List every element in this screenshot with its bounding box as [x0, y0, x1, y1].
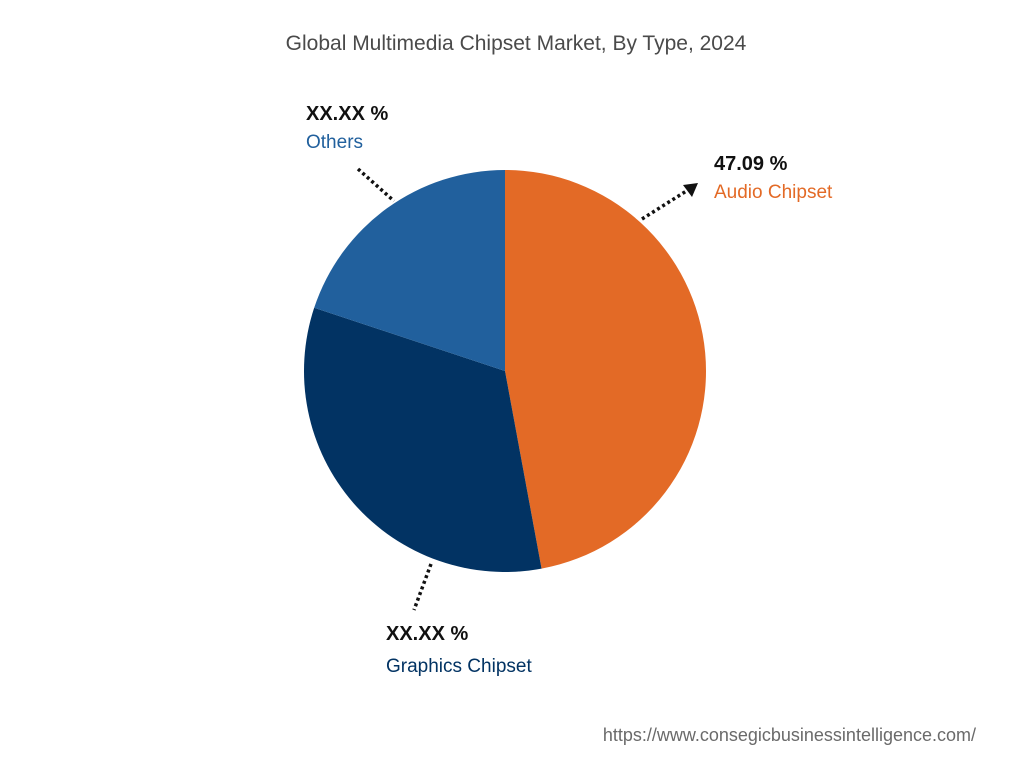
source-url: https://www.consegicbusinessintelligence… [602, 725, 976, 745]
label-audio-chipset: 47.09 % Audio Chipset [714, 153, 832, 204]
category-label-others: Others [306, 132, 364, 153]
leader-graphics-chipset [412, 563, 433, 611]
label-graphics-chipset: XX.XX % Graphics Chipset [386, 623, 532, 678]
category-label-audio-chipset: Audio Chipset [714, 182, 833, 203]
value-label-audio-chipset: 47.09 % [714, 153, 788, 175]
leader-audio-chipset [641, 188, 689, 221]
leader-others [356, 167, 396, 203]
value-label-graphics-chipset: XX.XX % [386, 623, 469, 645]
slice-others [314, 170, 505, 371]
slice-graphics-chipset [303, 307, 542, 573]
leader-arrowhead [683, 183, 698, 197]
chart-title: Global Multimedia Chipset Market, By Typ… [285, 32, 747, 55]
slice-audio-chipset [505, 170, 707, 569]
value-label-others: XX.XX % [306, 103, 389, 125]
label-others: XX.XX % Others [306, 103, 388, 154]
category-label-graphics-chipset: Graphics Chipset [386, 656, 532, 677]
